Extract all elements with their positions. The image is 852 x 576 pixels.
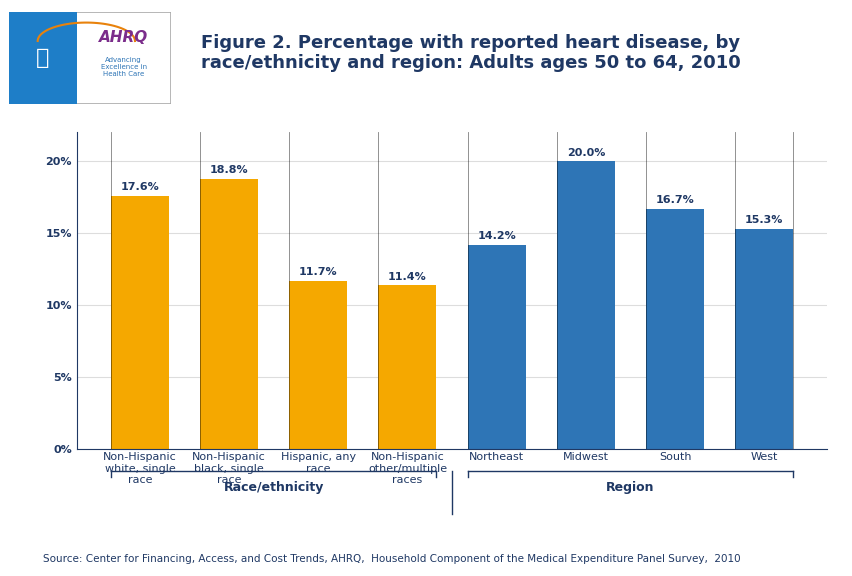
Bar [467, 245, 525, 449]
Bar [734, 229, 792, 449]
Bar [200, 179, 258, 449]
Text: 11.7%: 11.7% [298, 267, 337, 277]
Bar [111, 196, 169, 449]
Bar [378, 285, 436, 449]
Text: AHRQ: AHRQ [99, 30, 148, 45]
Text: 18.8%: 18.8% [210, 165, 248, 175]
Text: 14.2%: 14.2% [477, 231, 515, 241]
Text: Region: Region [606, 481, 654, 494]
Bar [9, 12, 77, 104]
Text: 15.3%: 15.3% [745, 215, 783, 225]
Bar [645, 209, 703, 449]
Bar [556, 161, 614, 449]
Text: 17.6%: 17.6% [120, 182, 159, 192]
Text: Race/ethnicity: Race/ethnicity [223, 481, 324, 494]
Text: 16.7%: 16.7% [655, 195, 694, 205]
Text: Source: Center for Financing, Access, and Cost Trends, AHRQ,  Household Componen: Source: Center for Financing, Access, an… [43, 555, 740, 564]
Bar [289, 281, 347, 449]
Text: 11.4%: 11.4% [388, 271, 426, 282]
Text: 🦅: 🦅 [36, 48, 49, 67]
Text: Advancing
Excellence in
Health Care: Advancing Excellence in Health Care [101, 57, 147, 77]
Text: Figure 2. Percentage with reported heart disease, by
race/ethnicity and region: : Figure 2. Percentage with reported heart… [200, 33, 740, 73]
Text: 20.0%: 20.0% [566, 147, 604, 158]
FancyBboxPatch shape [9, 12, 170, 104]
